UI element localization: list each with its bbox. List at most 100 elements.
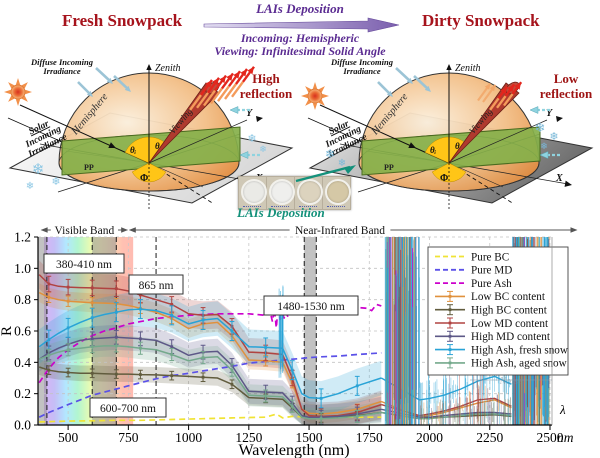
callout-box: 380-410 nm — [43, 253, 125, 274]
svg-text:380-410 nm: 380-410 nm — [56, 259, 112, 271]
svg-text:0.2: 0.2 — [14, 386, 31, 401]
svg-text:High MD content: High MD content — [471, 331, 551, 343]
svg-text:Zenith: Zenith — [155, 63, 181, 74]
svg-text:PP: PP — [384, 163, 394, 172]
svg-text:Zenith: Zenith — [455, 63, 481, 74]
petri-dish — [269, 179, 295, 205]
svg-text:❄: ❄ — [247, 133, 256, 145]
svg-text:1.0: 1.0 — [14, 261, 31, 276]
svg-text:750: 750 — [118, 430, 139, 445]
svg-text:0.6: 0.6 — [14, 324, 31, 339]
svg-text:Low MD content: Low MD content — [471, 318, 549, 330]
callout-box: 600-700 nm — [89, 397, 167, 418]
svg-text:2500: 2500 — [537, 430, 564, 445]
svg-text:High Ash, fresh snow: High Ash, fresh snow — [471, 344, 569, 356]
petri-dish — [325, 179, 351, 205]
svg-text:High BC content: High BC content — [471, 305, 548, 317]
band-arrow: Visible Band — [40, 223, 129, 237]
sample-photo — [323, 177, 351, 209]
svg-text:1480-1530 nm: 1480-1530 nm — [277, 301, 344, 313]
lai-sample-photos — [238, 176, 351, 210]
svg-text:High: High — [252, 71, 280, 86]
lais-deposition-caption: LAIs Deposition — [237, 205, 325, 220]
svg-text:Irradiance: Irradiance — [342, 66, 381, 76]
handwritten-label — [327, 202, 345, 207]
svg-text:Near-Infrared Band: Near-Infrared Band — [295, 225, 385, 237]
viewing-label: Viewing: Infinitesimal Solid Angle — [214, 44, 386, 58]
svg-text:❄: ❄ — [51, 176, 60, 188]
svg-text:Diffuse Incoming: Diffuse Incoming — [330, 57, 394, 67]
svg-text:nm: nm — [557, 430, 574, 445]
svg-text:Φ: Φ — [440, 173, 448, 184]
fresh-snowpack-diagram: PPθᵢθᵥΦZenithViewingHemisphereXYDiffuse … — [4, 57, 294, 209]
svg-text:❄: ❄ — [259, 144, 267, 154]
svg-text:1000: 1000 — [175, 430, 202, 445]
svg-text:Diffuse Incoming: Diffuse Incoming — [30, 57, 94, 67]
svg-text:High Ash, aged snow: High Ash, aged snow — [471, 358, 568, 370]
svg-text:❄: ❄ — [26, 181, 34, 192]
svg-text:❄: ❄ — [540, 141, 548, 151]
sample-photo — [267, 177, 295, 209]
svg-text:2250: 2250 — [476, 430, 503, 445]
svg-text:Visible Band: Visible Band — [55, 225, 115, 237]
svg-text:1250: 1250 — [235, 430, 262, 445]
svg-text:Y: Y — [546, 108, 553, 119]
svg-text:1.2: 1.2 — [14, 230, 31, 245]
svg-text:500: 500 — [58, 430, 79, 445]
sample-photo — [239, 177, 267, 209]
svg-text:❄: ❄ — [535, 120, 546, 135]
svg-text:600-700 nm: 600-700 nm — [100, 403, 156, 415]
sample-photo — [295, 177, 323, 209]
svg-text:1500: 1500 — [296, 430, 323, 445]
petri-dish — [297, 179, 323, 205]
svg-text:Pure BC: Pure BC — [471, 251, 509, 263]
callout-box: 865 nm — [128, 274, 184, 295]
svg-text:❄: ❄ — [325, 147, 335, 161]
dirty-snowpack-title: Dirty Snowpack — [422, 11, 540, 30]
callout-box: 1480-1530 nm — [263, 295, 359, 316]
svg-text:R: R — [0, 326, 15, 336]
svg-text:θᵢ: θᵢ — [430, 145, 437, 155]
svg-text:reflection: reflection — [240, 86, 293, 101]
svg-text:PP: PP — [84, 163, 94, 172]
fresh-snowpack-title: Fresh Snowpack — [62, 11, 183, 30]
handwritten-label — [299, 202, 317, 207]
handwritten-label — [243, 202, 261, 207]
svg-text:Φ: Φ — [140, 173, 148, 184]
svg-text:0.4: 0.4 — [14, 355, 31, 370]
svg-text:X: X — [555, 173, 563, 184]
petri-dish — [241, 179, 267, 205]
svg-text:θᵥ: θᵥ — [455, 141, 463, 151]
svg-text:Pure MD: Pure MD — [471, 265, 512, 277]
svg-text:2000: 2000 — [416, 430, 443, 445]
svg-text:Irradiance: Irradiance — [42, 66, 81, 76]
svg-text:Noise: Noise — [499, 376, 523, 387]
incoming-label: Incoming: Hemispheric — [240, 31, 360, 45]
noise-label: Noise — [470, 376, 552, 387]
lais-deposition-label: LAIs Deposition — [256, 1, 344, 16]
svg-text:λ: λ — [559, 402, 566, 417]
deposition-gradient-arrow — [203, 17, 400, 33]
svg-text:865 nm: 865 nm — [139, 280, 174, 292]
svg-text:reflection: reflection — [540, 86, 593, 101]
svg-text:θᵥ: θᵥ — [155, 141, 163, 151]
svg-text:❄: ❄ — [338, 158, 346, 169]
x-axis-label: Wavelength (nm) — [238, 442, 349, 458]
svg-text:Y: Y — [246, 108, 253, 119]
svg-text:1750: 1750 — [356, 430, 383, 445]
handwritten-label — [271, 202, 289, 207]
svg-text:❄: ❄ — [32, 162, 45, 178]
y-axis-label: R — [0, 326, 15, 336]
svg-text:Low BC content: Low BC content — [471, 291, 546, 303]
svg-text:Low: Low — [554, 71, 579, 86]
svg-text:❄: ❄ — [549, 131, 558, 143]
svg-text:0.8: 0.8 — [14, 292, 31, 307]
svg-text:0.0: 0.0 — [14, 418, 31, 433]
svg-text:Pure Ash: Pure Ash — [471, 278, 512, 290]
band-arrow: Near-Infrared Band — [128, 223, 578, 237]
svg-text:θᵢ: θᵢ — [130, 145, 137, 155]
